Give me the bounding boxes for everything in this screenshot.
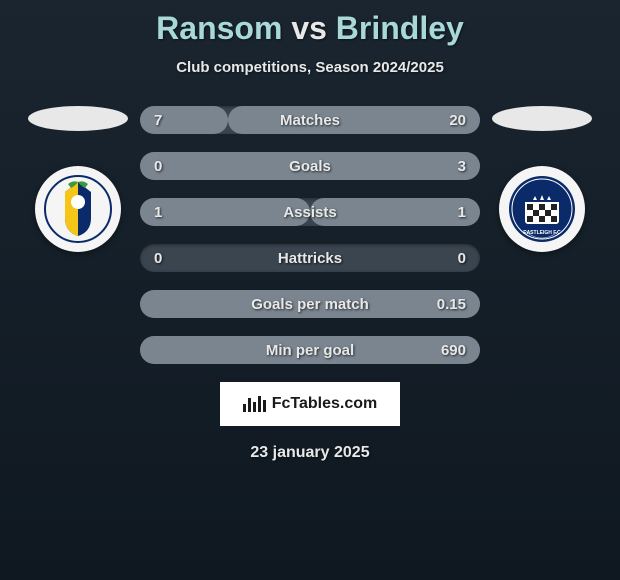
- badge-left-icon: [43, 174, 113, 244]
- subtitle: Club competitions, Season 2024/2025: [176, 59, 444, 76]
- svg-text:EASTLEIGH F.C: EASTLEIGH F.C: [523, 230, 561, 236]
- stat-label: Min per goal: [266, 342, 354, 359]
- stat-label: Goals: [289, 158, 331, 175]
- stat-value-right: 0: [458, 250, 466, 267]
- stat-value-right: 1: [458, 204, 466, 221]
- right-side: EASTLEIGH F.C: [492, 106, 592, 252]
- vs-text: vs: [291, 10, 327, 46]
- stat-row: 1 1 Assists: [140, 198, 480, 226]
- stat-value-right: 690: [441, 342, 466, 359]
- page-title: Ransom vs Brindley: [156, 10, 464, 47]
- stat-row: 0 3 Goals: [140, 152, 480, 180]
- stat-value-right: 3: [458, 158, 466, 175]
- stat-value-left: 1: [154, 204, 162, 221]
- stat-value-right: 0.15: [437, 296, 466, 313]
- branding-box: FcTables.com: [220, 382, 400, 426]
- stat-value-right: 20: [449, 112, 466, 129]
- flag-left: [28, 106, 128, 131]
- stat-value-left: 0: [154, 158, 162, 175]
- date-text: 23 january 2025: [250, 444, 369, 462]
- stat-value-left: 0: [154, 250, 162, 267]
- stat-bar-right-fill: [228, 106, 480, 134]
- stat-row: 690 Min per goal: [140, 336, 480, 364]
- stat-label: Goals per match: [251, 296, 369, 313]
- branding-text: FcTables.com: [272, 395, 378, 413]
- badge-right-icon: EASTLEIGH F.C: [507, 174, 577, 244]
- stat-label: Matches: [280, 112, 340, 129]
- stat-value-left: 7: [154, 112, 162, 129]
- left-side: [28, 106, 128, 252]
- stat-label: Assists: [283, 204, 336, 221]
- stat-label: Hattricks: [278, 250, 342, 267]
- player2-name: Brindley: [336, 10, 464, 46]
- chart-icon: [243, 396, 266, 412]
- comparison-infographic: Ransom vs Brindley Club competitions, Se…: [0, 0, 620, 580]
- club-badge-right: EASTLEIGH F.C: [499, 166, 585, 252]
- stats-column: 7 20 Matches 0 3 Goals 1 1 Assists 0 0 Hattricks 0.1…: [140, 106, 480, 364]
- player1-name: Ransom: [156, 10, 282, 46]
- stat-row: 7 20 Matches: [140, 106, 480, 134]
- flag-right: [492, 106, 592, 131]
- club-badge-left: [35, 166, 121, 252]
- content-row: 7 20 Matches 0 3 Goals 1 1 Assists 0 0 Hattricks 0.1…: [0, 106, 620, 364]
- stat-row: 0 0 Hattricks: [140, 244, 480, 272]
- stat-row: 0.15 Goals per match: [140, 290, 480, 318]
